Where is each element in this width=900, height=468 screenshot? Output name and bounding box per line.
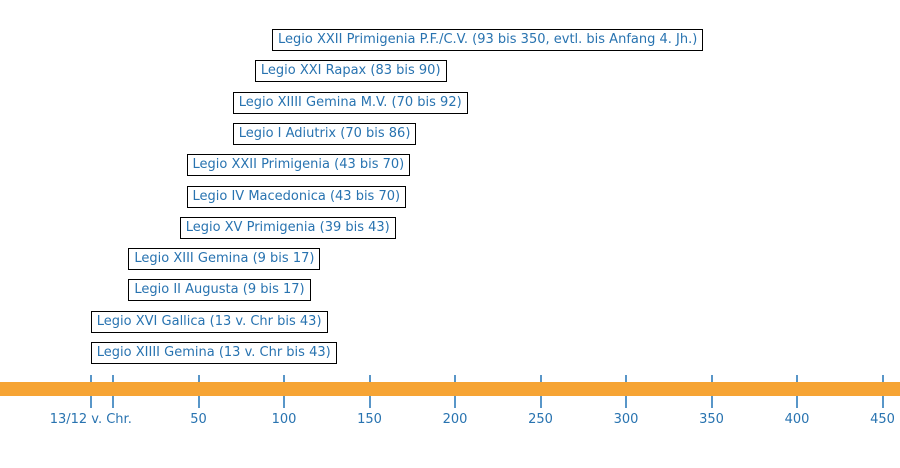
legion-box[interactable]: Legio XIIII Gemina M.V. (70 bis 92) bbox=[232, 91, 468, 114]
axis-tick-label: 200 bbox=[442, 412, 468, 427]
legion-box[interactable]: Legio IV Macedonica (43 bis 70) bbox=[186, 185, 407, 208]
legion-box[interactable]: Legio XV Primigenia (39 bis 43) bbox=[179, 216, 396, 239]
legion-box[interactable]: Legio XXI Rapax (83 bis 90) bbox=[254, 60, 447, 83]
legion-label: Legio XIIII Gemina (13 v. Chr bis 43) bbox=[96, 345, 331, 360]
legion-label: Legio XV Primigenia (39 bis 43) bbox=[185, 219, 390, 235]
legion-box[interactable]: Legio I Adiutrix (70 bis 86) bbox=[232, 122, 417, 145]
legion-label: Legio XXII Primigenia P.F./C.V. (93 bis … bbox=[278, 32, 698, 47]
legion-label: Legio I Adiutrix (70 bis 86) bbox=[238, 125, 411, 141]
axis-tick-label: 250 bbox=[528, 412, 553, 427]
axis-tick-label: 300 bbox=[613, 412, 639, 427]
axis-tick-label: 50 bbox=[190, 412, 207, 427]
axis-tick-label: 150 bbox=[357, 412, 382, 427]
legion-label: Legio XVI Gallica (13 v. Chr bis 43) bbox=[96, 313, 322, 329]
legion-box[interactable]: Legio XVI Gallica (13 v. Chr bis 43) bbox=[90, 310, 328, 333]
axis-tick-label: 350 bbox=[699, 412, 724, 427]
timeline-axis-bar bbox=[0, 382, 900, 396]
legion-box[interactable]: Legio XXII Primigenia P.F./C.V. (93 bis … bbox=[272, 29, 704, 51]
axis-tick-label: 100 bbox=[271, 412, 297, 427]
legion-box[interactable]: Legio XIIII Gemina (13 v. Chr bis 43) bbox=[90, 342, 337, 364]
legion-box[interactable]: Legio II Augusta (9 bis 17) bbox=[128, 279, 311, 302]
legion-box[interactable]: Legio XIII Gemina (9 bis 17) bbox=[128, 248, 321, 271]
legion-label: Legio XIII Gemina (9 bis 17) bbox=[134, 251, 315, 267]
axis-tick-label: 13/12 v. Chr. bbox=[49, 412, 132, 427]
axis-tick-label: 400 bbox=[784, 412, 810, 427]
legion-label: Legio II Augusta (9 bis 17) bbox=[134, 282, 305, 298]
legion-label: Legio XXI Rapax (83 bis 90) bbox=[260, 63, 441, 79]
legion-label: Legio IV Macedonica (43 bis 70) bbox=[192, 188, 401, 204]
legion-label: Legio XIIII Gemina M.V. (70 bis 92) bbox=[238, 94, 462, 110]
legion-label: Legio XXII Primigenia (43 bis 70) bbox=[192, 157, 405, 173]
legion-box[interactable]: Legio XXII Primigenia (43 bis 70) bbox=[186, 154, 411, 177]
axis-tick-label: 450 bbox=[870, 412, 895, 427]
